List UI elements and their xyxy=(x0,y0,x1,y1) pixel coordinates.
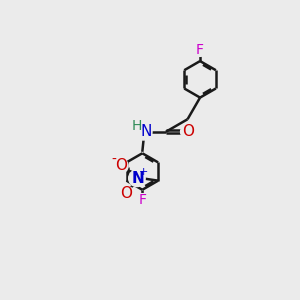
Circle shape xyxy=(129,170,145,187)
Text: O: O xyxy=(182,124,194,139)
Text: H: H xyxy=(132,119,142,134)
Circle shape xyxy=(136,124,152,140)
Text: F: F xyxy=(196,43,204,57)
Text: -: - xyxy=(112,153,117,167)
Circle shape xyxy=(119,186,134,201)
Circle shape xyxy=(113,159,128,173)
Text: F: F xyxy=(138,193,146,207)
Text: O: O xyxy=(121,186,133,201)
Text: +: + xyxy=(139,167,148,177)
Circle shape xyxy=(181,124,195,139)
Text: N: N xyxy=(132,171,145,186)
Text: O: O xyxy=(115,158,127,173)
Circle shape xyxy=(136,194,149,207)
Circle shape xyxy=(194,44,206,56)
Text: N: N xyxy=(140,124,152,139)
